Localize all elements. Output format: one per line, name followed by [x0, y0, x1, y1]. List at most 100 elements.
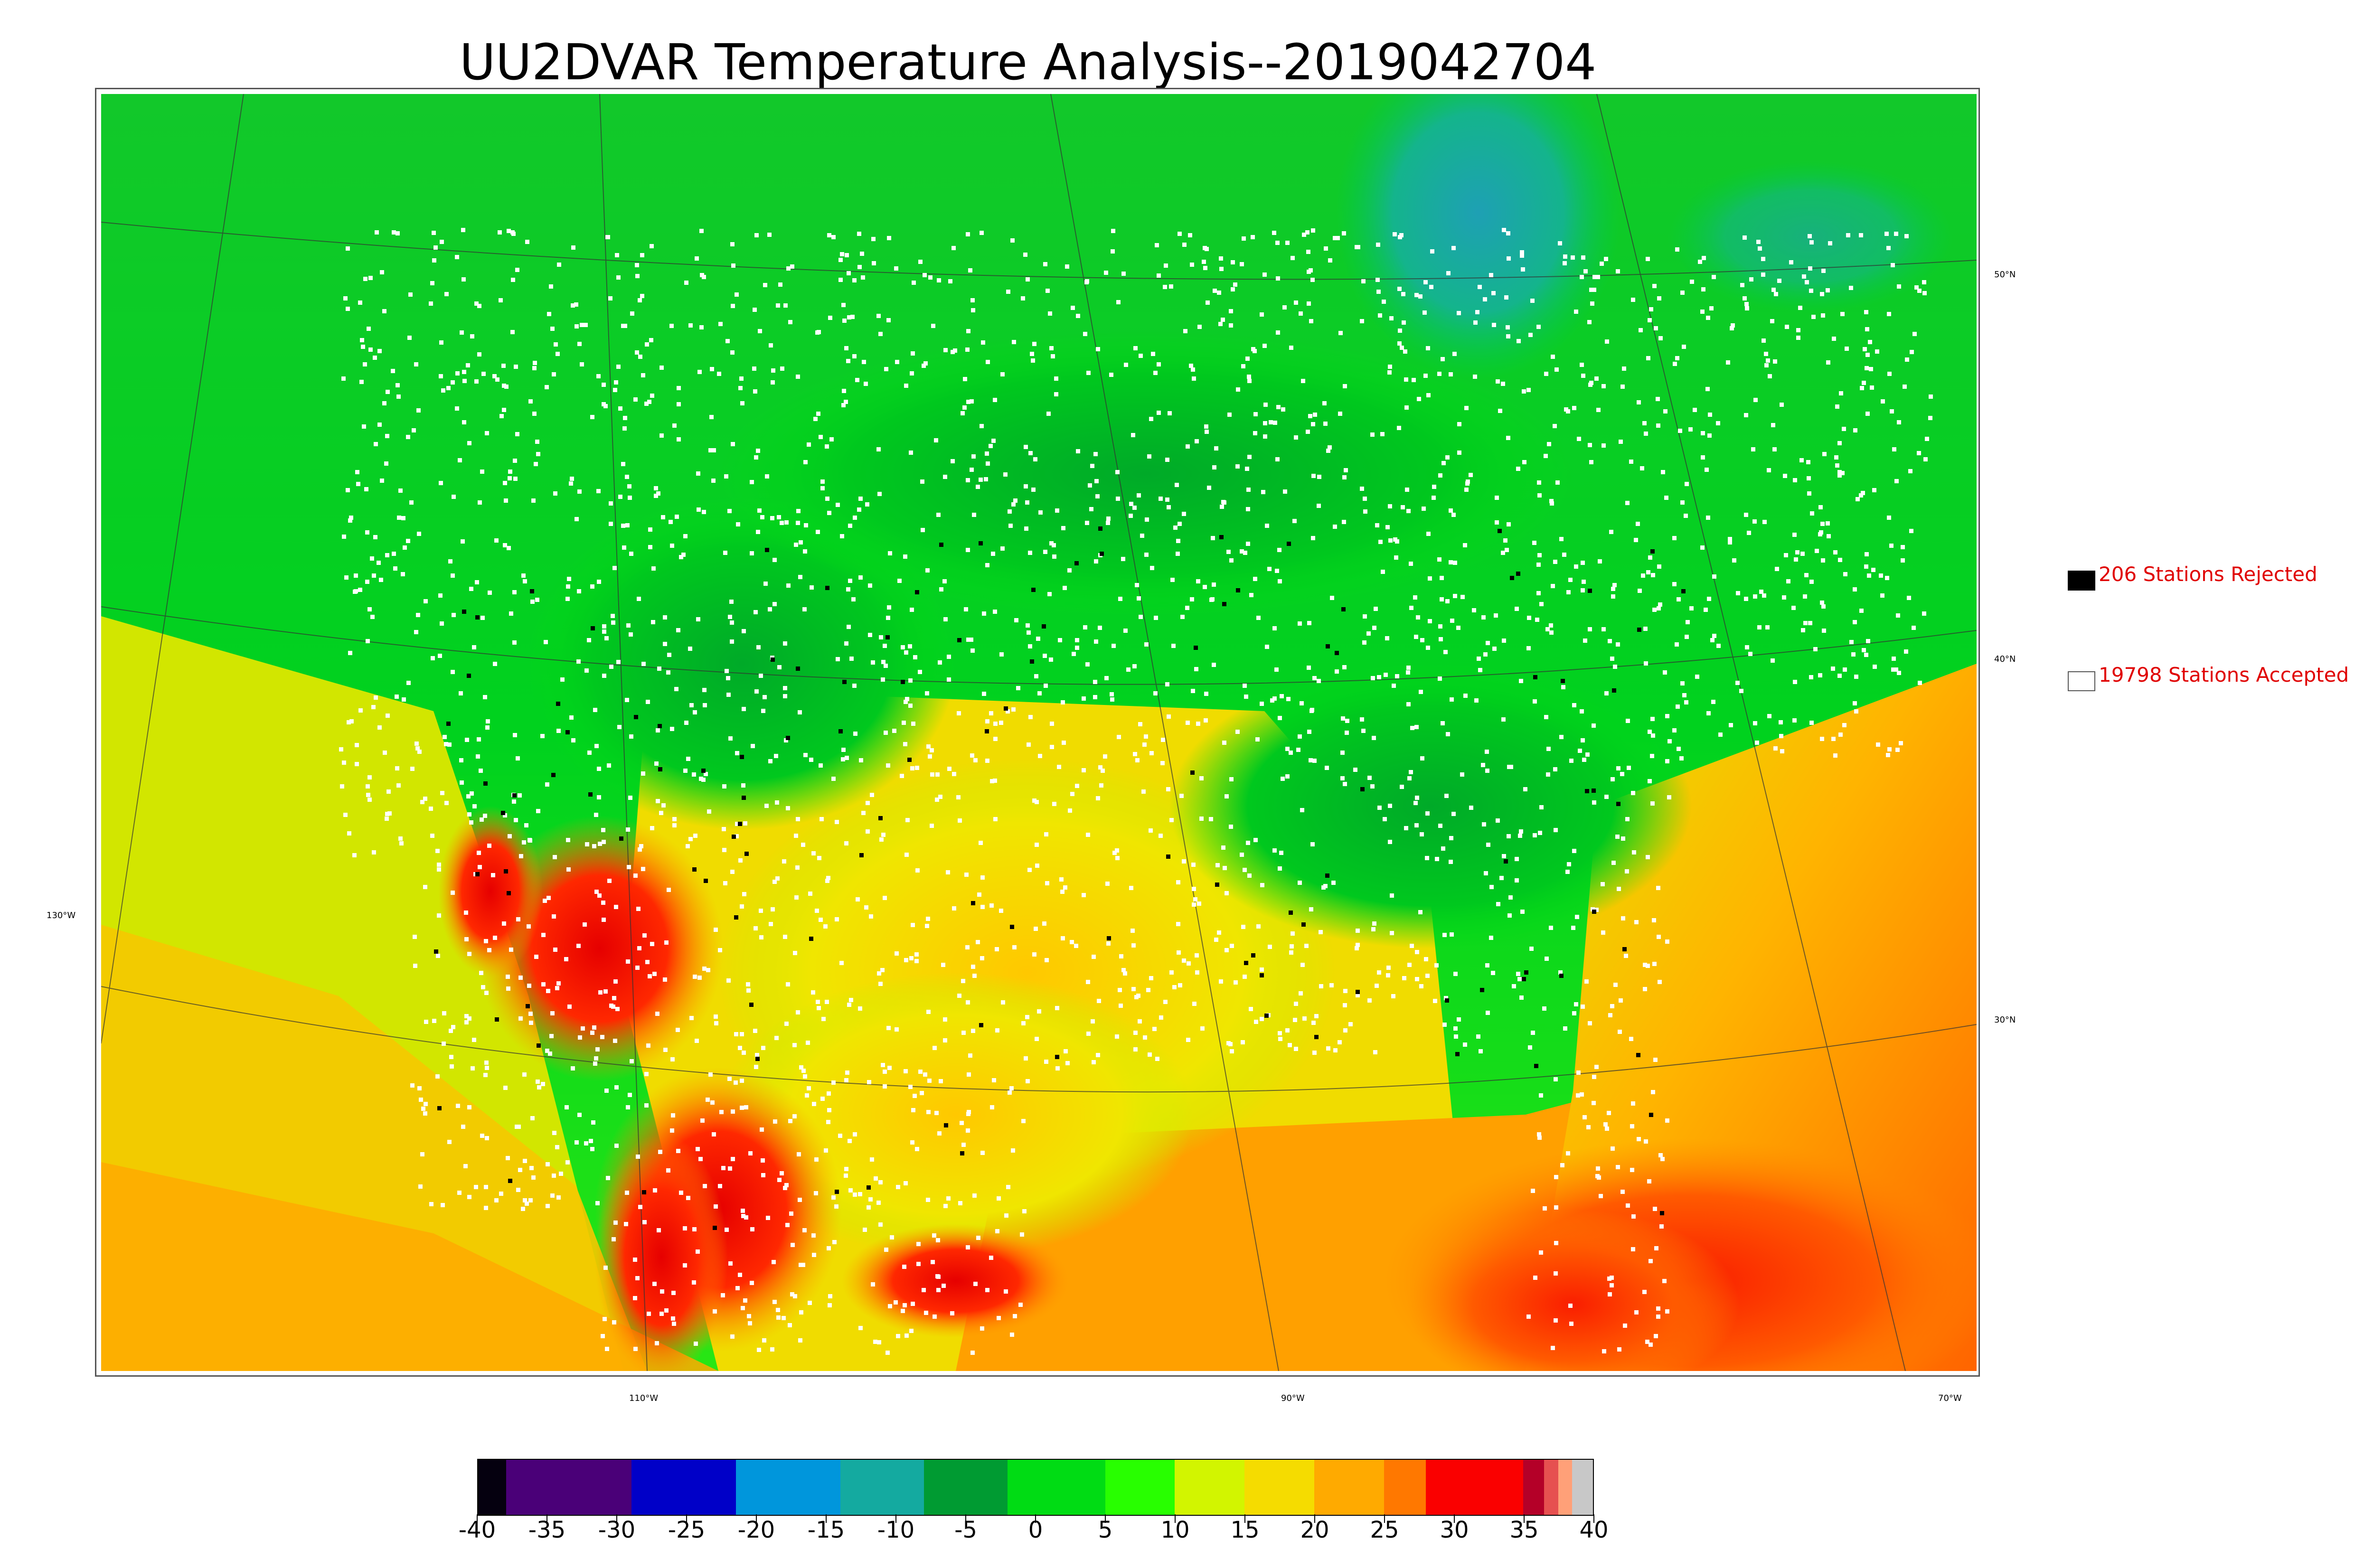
station-accepted — [406, 435, 410, 439]
station-accepted — [926, 1110, 931, 1114]
station-accepted — [552, 914, 556, 919]
station-accepted — [380, 270, 384, 274]
station-accepted — [849, 998, 853, 1002]
station-accepted — [1568, 1304, 1573, 1308]
station-accepted — [1903, 385, 1907, 389]
station-accepted — [1038, 510, 1043, 515]
station-accepted — [1185, 606, 1189, 610]
station-accepted — [819, 918, 823, 922]
station-accepted — [1859, 493, 1863, 498]
station-accepted — [380, 479, 384, 483]
station-accepted — [465, 738, 469, 742]
station-accepted — [644, 1103, 649, 1108]
station-accepted — [609, 522, 613, 526]
station-accepted — [1641, 573, 1645, 578]
station-accepted — [598, 990, 603, 995]
temperature-map[interactable] — [95, 88, 1980, 1377]
station-accepted — [439, 481, 443, 485]
station-accepted — [1653, 1207, 1657, 1211]
station-accepted — [1298, 734, 1302, 739]
station-accepted — [1306, 430, 1310, 434]
station-accepted — [791, 1243, 795, 1247]
station-accepted — [502, 921, 506, 926]
station-accepted — [471, 1066, 475, 1070]
station-accepted — [1434, 963, 1439, 967]
station-accepted — [883, 896, 887, 900]
station-accepted — [1587, 320, 1592, 324]
station-accepted — [971, 454, 976, 459]
station-accepted — [598, 842, 602, 846]
station-accepted — [796, 817, 800, 821]
station-accepted — [1418, 910, 1423, 914]
station-accepted — [464, 1020, 469, 1024]
station-accepted — [1085, 662, 1090, 667]
station-accepted — [1838, 732, 1843, 737]
station-accepted — [735, 751, 739, 755]
station-accepted — [535, 598, 539, 602]
station-accepted — [1024, 526, 1028, 531]
station-accepted — [674, 687, 678, 691]
station-accepted — [1023, 253, 1027, 257]
station-accepted — [820, 479, 825, 484]
station-accepted — [1707, 433, 1712, 438]
station-accepted — [1187, 961, 1191, 966]
station-accepted — [1276, 405, 1281, 409]
station-accepted — [750, 551, 754, 555]
station-accepted — [1428, 576, 1432, 581]
station-accepted — [1300, 963, 1305, 967]
station-accepted — [1567, 862, 1571, 866]
station-accepted — [697, 370, 702, 374]
station-accepted — [602, 402, 606, 406]
station-accepted — [1377, 675, 1381, 679]
station-accepted — [1420, 638, 1424, 642]
station-accepted — [1182, 512, 1186, 516]
station-accepted — [1477, 657, 1481, 661]
station-accepted — [1651, 1090, 1655, 1094]
station-accepted — [1371, 676, 1375, 680]
station-accepted — [499, 414, 504, 418]
station-accepted — [1700, 545, 1705, 550]
station-accepted — [1082, 893, 1086, 897]
station-accepted — [1479, 1049, 1483, 1053]
station-accepted — [1221, 318, 1225, 322]
station-accepted — [1549, 623, 1553, 628]
station-accepted — [348, 651, 352, 655]
station-accepted — [728, 736, 733, 741]
station-accepted — [584, 668, 589, 673]
station-accepted — [596, 489, 601, 493]
station-accepted — [367, 798, 372, 802]
station-accepted — [688, 837, 693, 841]
station-accepted — [932, 1233, 936, 1238]
station-accepted — [1425, 856, 1429, 860]
station-accepted — [741, 1306, 745, 1310]
station-accepted — [782, 859, 786, 864]
station-accepted — [718, 322, 723, 326]
station-accepted — [879, 837, 884, 842]
station-accepted — [714, 1204, 718, 1209]
station-accepted — [807, 442, 811, 447]
station-accepted — [1446, 732, 1450, 736]
station-rejected — [1522, 977, 1526, 981]
station-accepted — [1798, 306, 1802, 310]
colorbar-segment — [1523, 1460, 1545, 1515]
station-accepted — [1451, 246, 1456, 250]
station-accepted — [788, 1323, 792, 1327]
station-accepted — [799, 540, 803, 545]
station-accepted — [971, 1029, 975, 1033]
station-accepted — [910, 608, 914, 612]
station-accepted — [342, 761, 346, 765]
station-accepted — [760, 1127, 764, 1132]
station-accepted — [802, 1228, 807, 1232]
colorbar-tick-label: 40 — [1579, 1517, 1609, 1543]
station-accepted — [923, 361, 928, 366]
station-accepted — [976, 940, 980, 944]
station-accepted — [1554, 1175, 1558, 1179]
station-accepted — [861, 811, 866, 815]
station-accepted — [633, 397, 638, 402]
station-accepted — [594, 813, 598, 817]
station-accepted — [942, 579, 947, 583]
station-accepted — [871, 237, 876, 241]
station-accepted — [1771, 658, 1775, 663]
station-accepted — [524, 823, 528, 827]
station-accepted — [838, 1134, 842, 1138]
